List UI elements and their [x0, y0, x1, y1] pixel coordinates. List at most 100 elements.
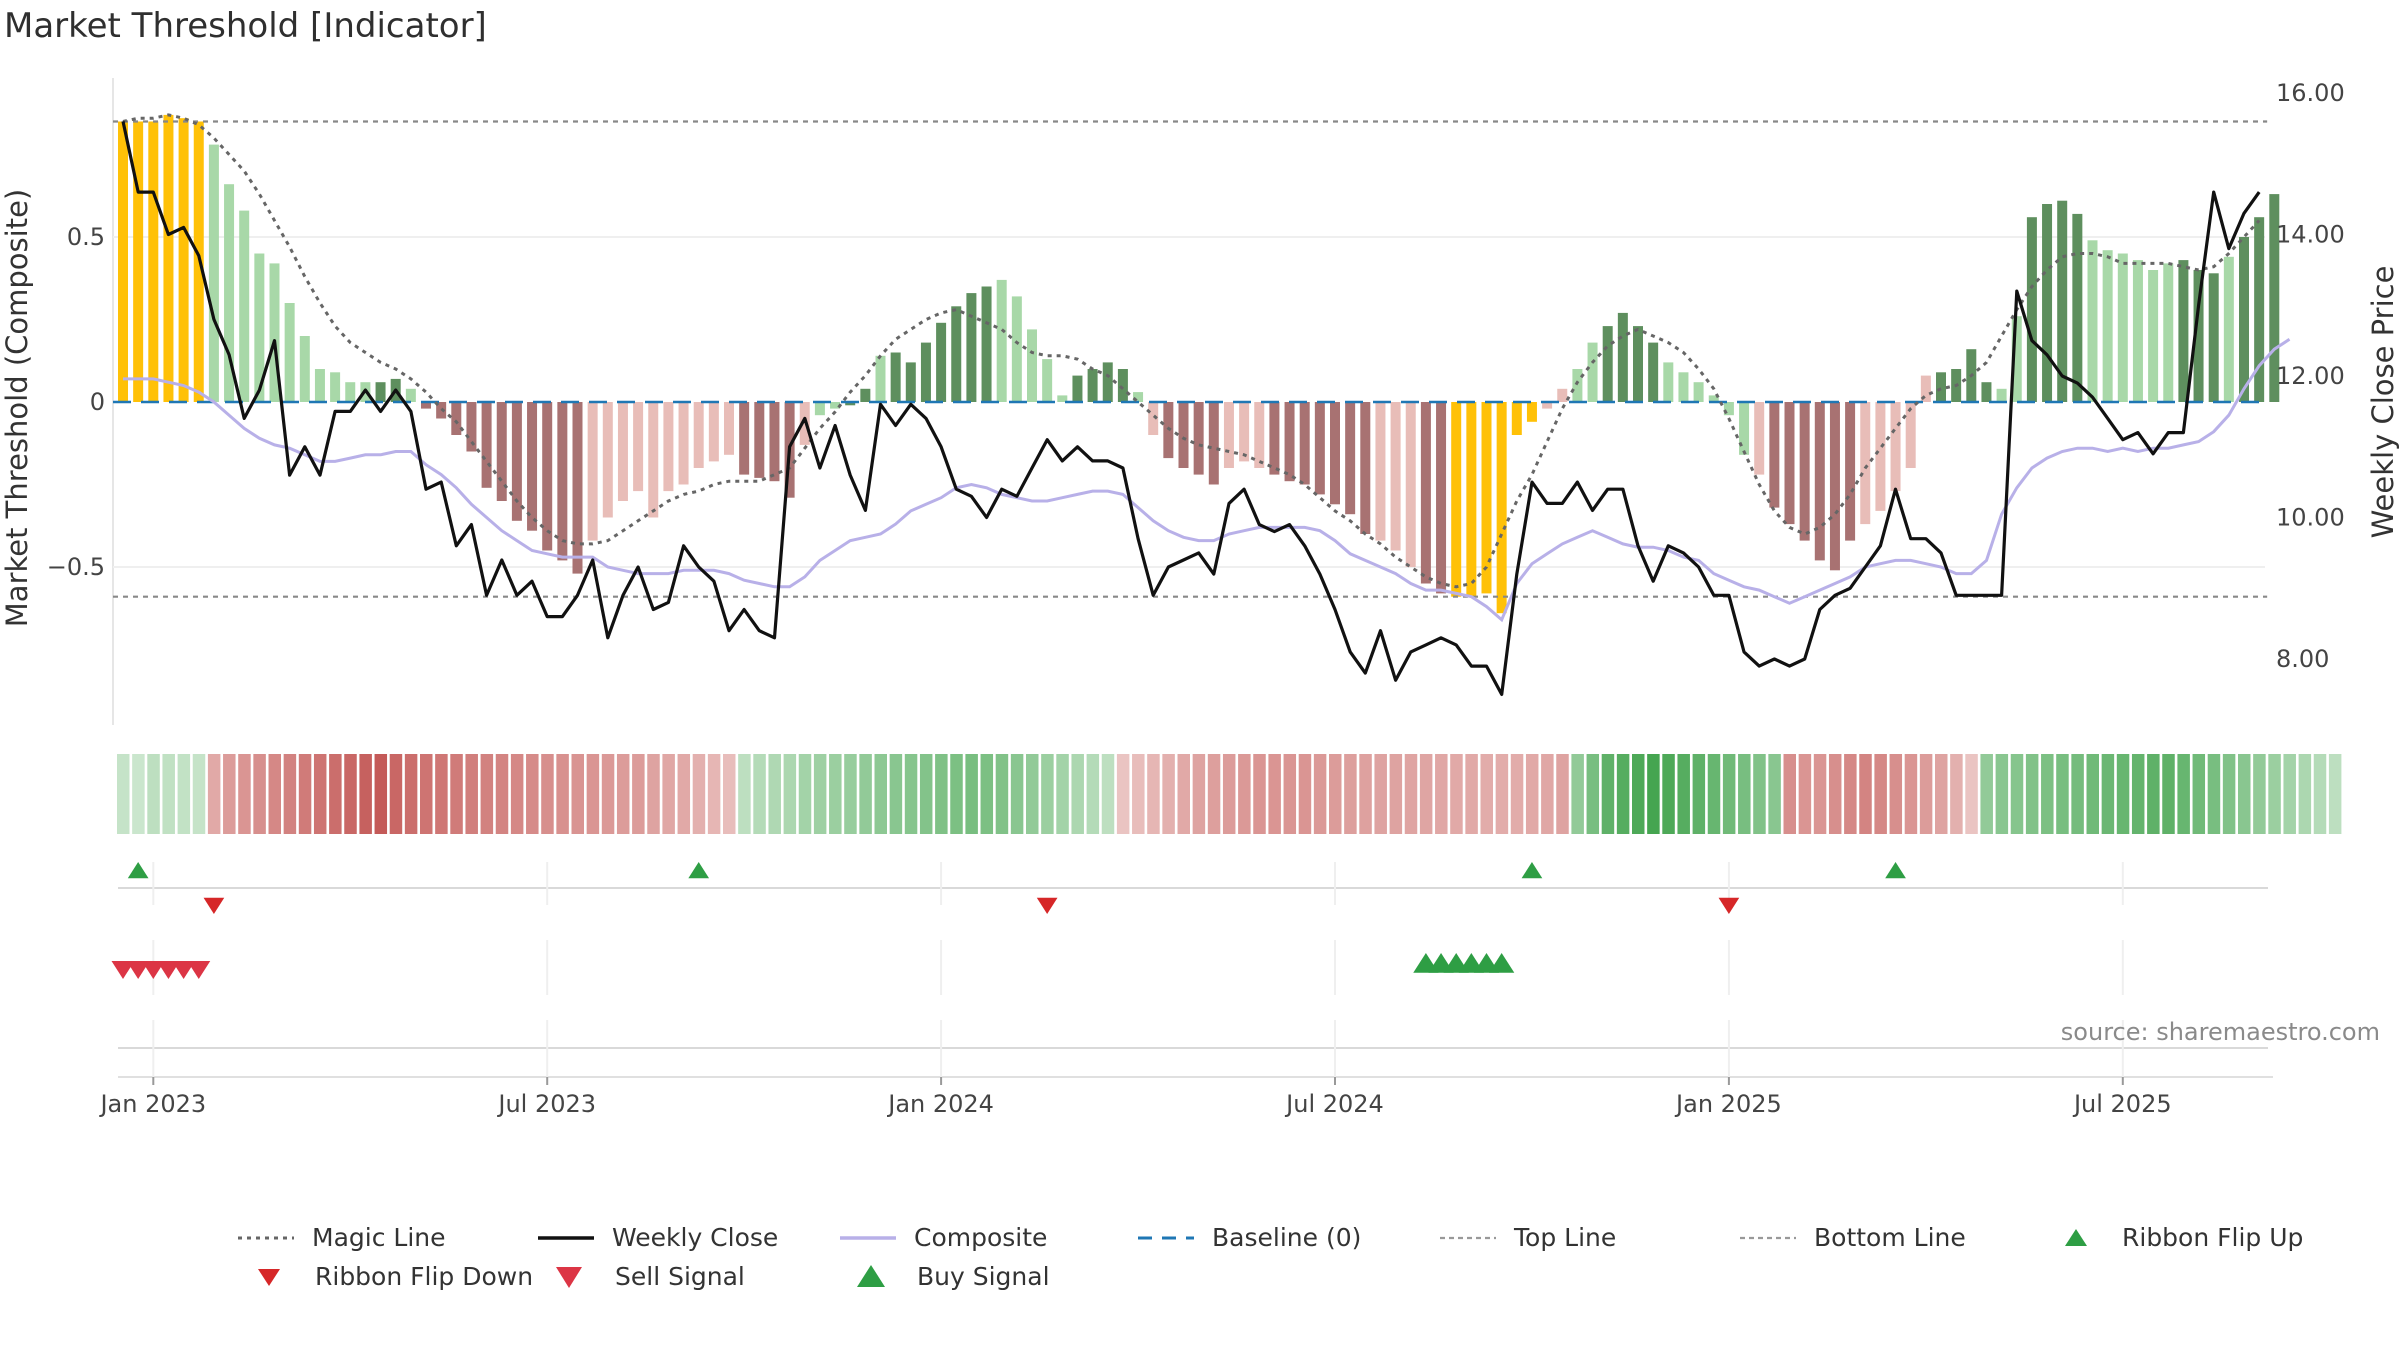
composite-bar [1193, 402, 1204, 475]
composite-bar [1799, 402, 1810, 541]
x-tick-label: Jul 2025 [2072, 1090, 2172, 1118]
ribbon-segment [662, 754, 675, 834]
composite-bar [2011, 316, 2022, 402]
composite-bar [678, 402, 689, 485]
ribbon-segment [147, 754, 160, 834]
ribbon-segment [980, 754, 994, 834]
composite-bar [1360, 402, 1371, 534]
composite-bar [481, 402, 492, 488]
ribbon-segment [253, 754, 266, 834]
composite-bar [1633, 326, 1643, 402]
ribbon-segment [889, 754, 903, 834]
ribbon-segment [1859, 754, 1872, 834]
ribbon-segment [1571, 754, 1584, 834]
composite-bar [148, 121, 159, 402]
composite-bar [1769, 402, 1780, 508]
composite-bar [2057, 200, 2068, 402]
x-tick-label: Jan 2023 [98, 1090, 206, 1118]
composite-bar [1814, 402, 1825, 561]
ribbon-segment [935, 754, 948, 834]
ribbon-segment [1965, 754, 1978, 834]
y-tick-label-right: 10.00 [2276, 504, 2345, 532]
ribbon-segment [1904, 754, 1918, 834]
ribbon-segment [1132, 754, 1145, 834]
composite-bar [1133, 392, 1144, 402]
composite-bar [466, 402, 477, 452]
ribbon-segment [495, 754, 509, 834]
ribbon-flip-down-marker [1036, 897, 1058, 914]
composite-bar [814, 402, 825, 416]
ribbon-segment [389, 754, 403, 834]
ribbon-segment [1116, 754, 1130, 834]
ribbon-segment [162, 754, 175, 834]
composite-bar [920, 342, 931, 402]
ribbon-segment [874, 754, 887, 834]
gridlines [113, 236, 2265, 568]
y-tick-label-left: 0 [90, 388, 105, 416]
ribbon-segment [1616, 754, 1630, 834]
ribbon-segment [1525, 754, 1539, 834]
ribbon-segment [1889, 754, 1903, 834]
composite-bar [405, 388, 416, 402]
ribbon-segment [526, 754, 539, 834]
ribbon-segment [723, 754, 736, 834]
composite-bar [693, 402, 704, 468]
composite-bar [981, 286, 992, 402]
ribbon-segment [2192, 754, 2206, 834]
sell-signal-marker [187, 961, 211, 979]
composite-bar [1572, 369, 1583, 402]
ribbon-segment [313, 754, 327, 834]
composite-bar [1511, 402, 1522, 435]
composite-bar [1526, 402, 1537, 422]
ribbon-segment [692, 754, 706, 834]
ribbon-segment [1435, 754, 1448, 834]
ribbon-segment [2131, 754, 2145, 834]
ribbon-segment [2071, 754, 2084, 834]
ribbon-segment [1238, 754, 1251, 834]
ribbon-segment [1935, 754, 1948, 834]
ribbon-segment [268, 754, 281, 834]
ribbon-segment [829, 754, 842, 834]
composite-bar [2117, 253, 2128, 402]
x-tick-label: Jul 2024 [1284, 1090, 1384, 1118]
composite-bar [239, 210, 250, 402]
ribbon-segment [556, 754, 569, 834]
ribbon-segment [1874, 754, 1887, 834]
composite-bar [2072, 213, 2083, 402]
composite-bar [1390, 402, 1401, 551]
ribbon-segment [1783, 754, 1796, 834]
ribbon-segment [1329, 754, 1342, 834]
ribbon-segment [647, 754, 660, 834]
ribbon-segment [1101, 754, 1115, 834]
ribbon-segment [1995, 754, 2009, 834]
composite-bar [2178, 260, 2189, 402]
ribbon-segment [1586, 754, 1600, 834]
composite-bar [1011, 296, 1022, 402]
ribbon-segment [1465, 754, 1478, 834]
composite-bar [1375, 402, 1386, 541]
composite-bars [118, 114, 2280, 614]
ribbon-segment [753, 754, 766, 834]
ribbon-segment [2056, 754, 2069, 834]
series-lines [121, 113, 2291, 697]
composite-bar [345, 382, 356, 402]
right-axis-title: Weekly Close Price [2366, 266, 2400, 539]
composite-bar [1481, 402, 1492, 594]
composite-bar [572, 402, 583, 574]
composite-bar [1905, 402, 1916, 468]
composite-bar [1178, 402, 1189, 468]
composite-bar [724, 402, 734, 455]
composite-bar [330, 372, 341, 402]
sell-signal-marker [156, 961, 180, 979]
composite-bar [1254, 402, 1265, 468]
ribbon-segment [1798, 754, 1812, 834]
ribbon-flip-up-marker [1521, 862, 1543, 879]
composite-bar [2148, 270, 2159, 402]
ribbon-segment [950, 754, 963, 834]
ribbon-segment [1556, 754, 1569, 834]
ribbon-segment [1026, 754, 1039, 834]
x-axis-ticks: Jan 2023 Jul 2023 Jan 2024 Jul 2024 Jan 2025… [98, 1077, 2172, 1118]
sell-signal-marker [111, 961, 135, 979]
ribbon-segment [2025, 754, 2039, 834]
